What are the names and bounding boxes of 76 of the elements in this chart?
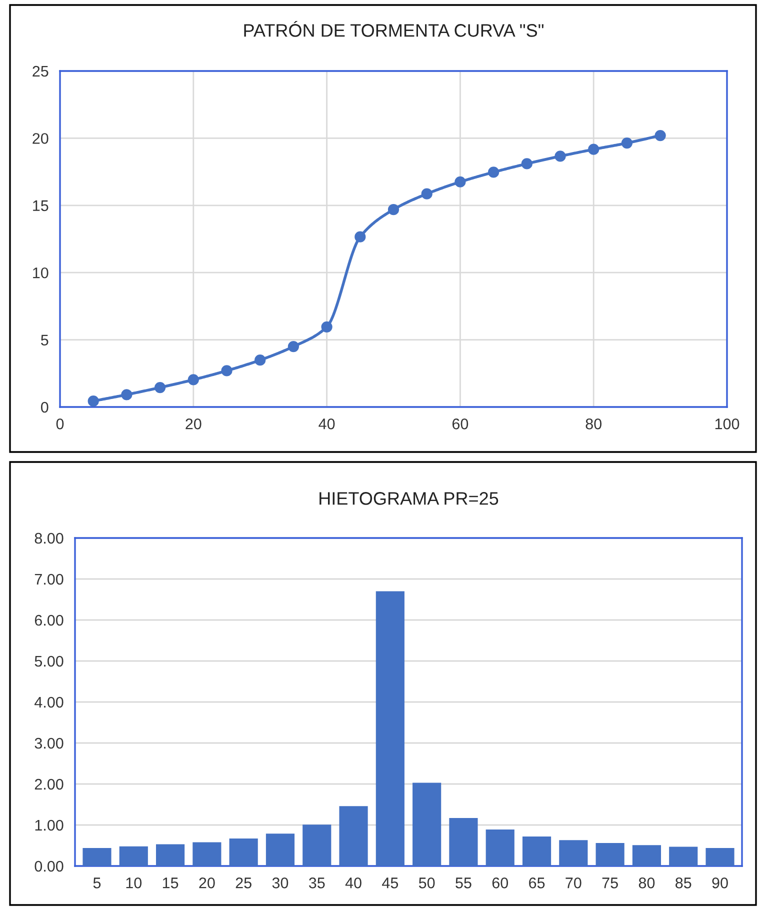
point [254, 354, 266, 366]
bar [632, 845, 662, 866]
bar [596, 843, 624, 866]
y-tick-label: 0.00 [34, 860, 64, 872]
point [654, 130, 666, 142]
x-tick-label: 15 [162, 878, 178, 888]
point [488, 166, 500, 178]
bar [376, 591, 404, 866]
point [621, 137, 633, 149]
y-tick-label: 0 [40, 402, 48, 413]
point [88, 396, 99, 407]
point [288, 340, 300, 352]
point [221, 365, 232, 376]
point [554, 150, 566, 162]
x-tick-label: 5 [93, 878, 101, 888]
point [188, 374, 199, 386]
point [454, 176, 466, 188]
y-tick-label: 5 [41, 334, 48, 346]
x-tick-label: 65 [529, 878, 545, 888]
y-tick-label: 3.00 [34, 738, 64, 749]
y-tick-label: 6.00 [34, 614, 64, 626]
bar [669, 846, 698, 866]
bar [119, 846, 148, 866]
y-tick-label: 7.00 [34, 574, 64, 585]
y-tick-label: 20 [32, 133, 48, 144]
bar [82, 848, 112, 866]
x-tick-label: 20 [186, 418, 202, 430]
x-tick-label: 80 [638, 878, 655, 888]
x-tick-label: 60 [452, 418, 468, 430]
bar [156, 844, 185, 866]
x-tick-label: 50 [418, 878, 435, 888]
x-tick-label: 100 [715, 418, 740, 430]
chart-title: HIETOGRAMA PR=25 [320, 492, 498, 505]
x-tick-label: 10 [126, 878, 142, 888]
bar [449, 818, 478, 866]
bar [706, 848, 734, 866]
y-tick-label: 1.00 [35, 820, 64, 831]
x-tick-label: 80 [586, 418, 602, 430]
x-tick-label: 40 [345, 878, 362, 888]
bar [412, 782, 442, 866]
bar [302, 824, 332, 866]
x-tick-label: 55 [456, 878, 472, 888]
bar [339, 806, 368, 866]
x-tick-label: 85 [676, 878, 692, 888]
x-tick-label: 75 [602, 878, 618, 888]
y-tick-label: 15 [33, 200, 48, 212]
point [521, 158, 532, 170]
point [388, 204, 400, 216]
y-tick-label: 8.00 [34, 532, 64, 544]
chart-title: PATRÓN DE TORMENTA CURVA "S" [244, 21, 544, 37]
bar [522, 836, 552, 866]
y-tick-label: 4.00 [34, 696, 64, 708]
point [354, 231, 366, 242]
bar [229, 838, 258, 866]
y-tick-label: 5.00 [34, 656, 64, 667]
x-tick-label: 30 [272, 878, 288, 888]
x-tick-label: 40 [318, 418, 335, 430]
point [121, 389, 132, 400]
y-tick-label: 2.00 [34, 778, 64, 790]
bar [192, 842, 222, 866]
bar [559, 840, 588, 866]
point [154, 382, 166, 394]
point [421, 188, 432, 200]
point [321, 321, 332, 332]
y-tick-label: 10 [33, 267, 48, 278]
x-tick-label: 45 [382, 878, 398, 888]
x-tick-label: 70 [566, 878, 582, 888]
point [588, 144, 600, 155]
x-tick-label: 35 [308, 878, 325, 888]
x-tick-label: 25 [236, 878, 252, 888]
bar [486, 830, 514, 866]
x-tick-label: 60 [492, 878, 508, 888]
x-tick-label: 90 [712, 878, 728, 888]
bar [266, 834, 295, 866]
x-tick-label: 20 [199, 878, 215, 888]
y-tick-label: 25 [32, 66, 48, 77]
